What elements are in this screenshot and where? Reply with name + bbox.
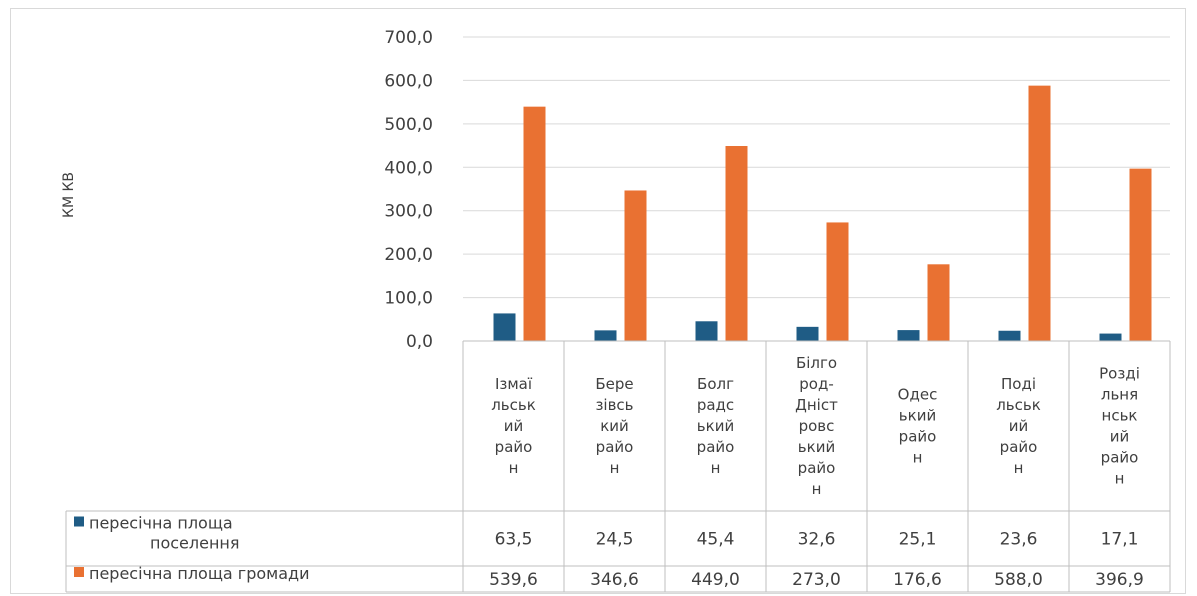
- legend-label: пересічна площа: [89, 514, 233, 533]
- category-label: н: [913, 449, 923, 467]
- y-tick-label: 100,0: [384, 289, 433, 309]
- bar-settlement: [796, 326, 819, 341]
- legend-label: пересічна площа громади: [89, 564, 309, 583]
- y-tick-label: 400,0: [384, 158, 433, 178]
- category-label: льня: [1101, 386, 1138, 404]
- category-label: Бере: [595, 375, 633, 393]
- data-label: 396,9: [1095, 570, 1144, 590]
- data-label: 539,6: [489, 570, 538, 590]
- category-label: Одес: [898, 386, 938, 404]
- bar-settlement: [1099, 333, 1122, 341]
- bar-settlement: [695, 321, 718, 341]
- category-label: н: [610, 459, 620, 477]
- category-label: ький: [697, 417, 734, 435]
- category-label: кий: [600, 417, 629, 435]
- bar-community: [826, 222, 849, 341]
- chart-frame: [10, 8, 1186, 594]
- category-label: райо: [596, 438, 634, 456]
- bar-community: [1028, 85, 1051, 341]
- category-label: зівсь: [595, 396, 633, 414]
- category-label: ий: [1009, 417, 1029, 435]
- category-label: райо: [899, 428, 937, 446]
- bar-community: [523, 106, 546, 342]
- data-label: 24,5: [596, 530, 634, 550]
- y-tick-label: 600,0: [384, 71, 433, 91]
- bar-settlement: [594, 330, 617, 341]
- y-tick-label: 700,0: [384, 28, 433, 48]
- data-label: 32,6: [798, 530, 836, 550]
- category-label: Білго: [796, 354, 837, 372]
- bar-settlement: [493, 313, 516, 341]
- legend-label: поселення: [150, 534, 240, 553]
- category-label: ий: [504, 417, 524, 435]
- bar-settlement: [998, 330, 1021, 341]
- category-label: н: [1115, 470, 1125, 488]
- data-label: 346,6: [590, 570, 639, 590]
- bar-community: [927, 264, 950, 341]
- category-label: Поді: [1001, 375, 1036, 393]
- category-label: льськ: [996, 396, 1041, 414]
- category-label: радс: [697, 396, 734, 414]
- data-label: 176,6: [893, 570, 942, 590]
- category-label: н: [509, 459, 519, 477]
- category-label: райо: [1101, 449, 1139, 467]
- category-label: ровс: [799, 417, 835, 435]
- category-label: Ізмаї: [495, 375, 533, 393]
- category-label: ький: [899, 407, 936, 425]
- category-label: райо: [798, 459, 836, 477]
- y-tick-label: 200,0: [384, 245, 433, 265]
- y-axis-label: КМ КВ: [61, 172, 77, 218]
- category-label: Розді: [1099, 365, 1140, 383]
- category-label: райо: [697, 438, 735, 456]
- category-label: Болг: [697, 375, 734, 393]
- data-label: 449,0: [691, 570, 740, 590]
- data-label: 17,1: [1101, 530, 1139, 550]
- category-label: род-: [799, 375, 833, 393]
- category-label: льськ: [491, 396, 536, 414]
- data-label: 25,1: [899, 530, 937, 550]
- category-label: ий: [1110, 428, 1130, 446]
- category-label: Дніст: [795, 396, 838, 414]
- y-tick-label: 500,0: [384, 115, 433, 135]
- bar-community: [624, 190, 647, 341]
- data-label: 273,0: [792, 570, 841, 590]
- legend-key: [74, 567, 84, 577]
- bar-settlement: [897, 330, 920, 341]
- bar-community: [725, 146, 748, 341]
- data-label: 23,6: [1000, 530, 1038, 550]
- data-label: 588,0: [994, 570, 1043, 590]
- y-tick-label: 300,0: [384, 202, 433, 222]
- category-label: райо: [1000, 438, 1038, 456]
- category-label: н: [1014, 459, 1024, 477]
- category-label: н: [812, 480, 822, 498]
- category-label: н: [711, 459, 721, 477]
- category-label: ький: [798, 438, 835, 456]
- y-tick-label: 0,0: [406, 332, 433, 352]
- bar-community: [1129, 168, 1152, 341]
- data-label: 45,4: [697, 530, 735, 550]
- category-label: райо: [495, 438, 533, 456]
- category-label: нськ: [1102, 407, 1138, 425]
- legend-key: [74, 516, 84, 527]
- data-label: 63,5: [495, 530, 533, 550]
